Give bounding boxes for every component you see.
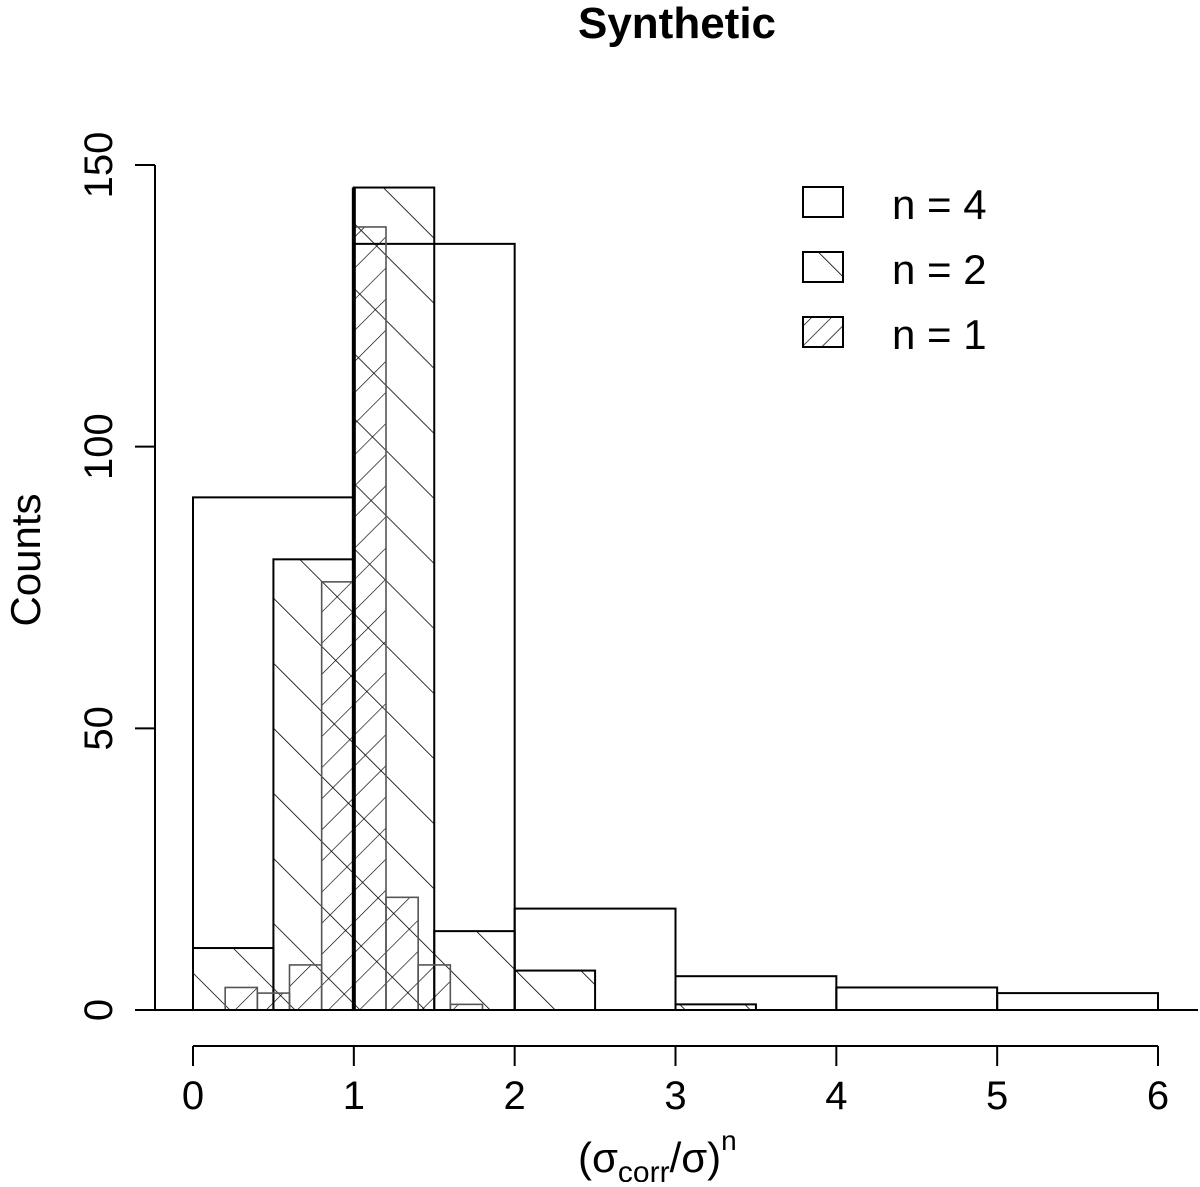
x-tick-label: 3 (664, 1074, 686, 1118)
x-tick-label: 6 (1147, 1074, 1169, 1118)
histogram-bar (417, 964, 452, 1011)
chart-title: Synthetic (578, 0, 776, 48)
legend-swatch (802, 316, 844, 348)
plot-area (192, 186, 1160, 1012)
y-tick-label: 100 (77, 413, 121, 480)
histogram-bar (224, 986, 259, 1011)
y-axis-label: Counts (2, 493, 49, 626)
y-tick-label: 150 (77, 132, 121, 199)
histogram-bar (256, 992, 291, 1011)
histogram-bar (385, 896, 419, 1011)
x-tick-label: 0 (182, 1074, 204, 1118)
y-tick-label: 50 (77, 706, 121, 751)
legend-label: n = 4 (892, 181, 987, 228)
histogram-bar (353, 226, 387, 1011)
series-n-2 (192, 186, 757, 1012)
legend-swatch (802, 251, 844, 283)
histogram-bar (320, 581, 355, 1011)
legend-label: n = 1 (892, 311, 987, 358)
legend-swatch (802, 186, 844, 218)
histogram-bar (513, 969, 597, 1011)
x-tick-label: 2 (504, 1074, 526, 1118)
legend-label: n = 2 (892, 246, 987, 293)
histogram-bar (835, 986, 999, 1012)
y-tick-label: 0 (77, 999, 121, 1021)
x-axis-ticks: 0 1 2 3 4 5 6 (182, 1046, 1169, 1118)
x-axis-label: (σcorr/σ)n (578, 1125, 737, 1182)
x-label-mid: /σ) (670, 1134, 722, 1181)
x-label-open: (σ (578, 1134, 618, 1181)
x-label-superscript: n (721, 1125, 737, 1156)
legend: n = 4 n = 2 n = 1 (802, 181, 987, 358)
y-axis-ticks: 0 50 100 150 (77, 132, 155, 1021)
histogram-bar (288, 964, 323, 1011)
x-tick-label: 4 (825, 1074, 847, 1118)
x-tick-label: 5 (986, 1074, 1008, 1118)
histogram-bar (996, 992, 1160, 1011)
x-tick-label: 1 (343, 1074, 365, 1118)
x-label-subscript: corr (618, 1156, 670, 1182)
